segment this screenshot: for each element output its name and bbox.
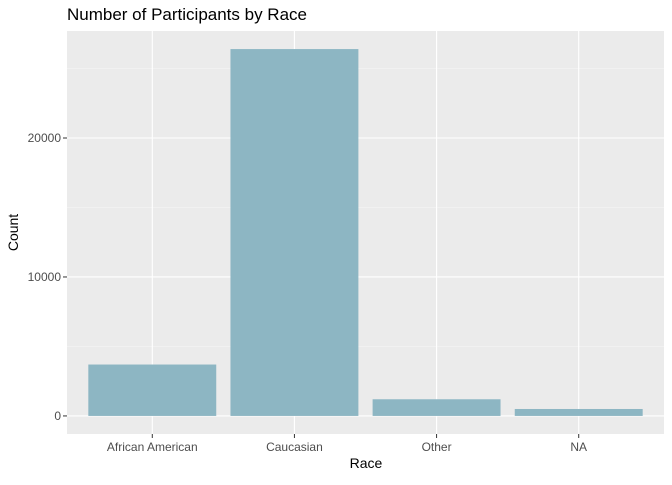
x-axis: African American Caucasian Other NA <box>107 434 587 454</box>
chart-title: Number of Participants by Race <box>67 5 307 24</box>
minor-gridlines <box>67 68 664 347</box>
bar-na <box>514 408 643 416</box>
y-tick-label: 10000 <box>28 270 62 284</box>
x-tick-label: Other <box>422 440 452 454</box>
bar-african-american <box>88 364 217 416</box>
x-tick-label: NA <box>570 440 587 454</box>
bar-caucasian <box>230 49 359 416</box>
x-axis-title: Race <box>350 455 383 471</box>
bars <box>88 49 643 416</box>
x-tick-label: African American <box>107 440 198 454</box>
y-tick-label: 20000 <box>28 131 62 145</box>
y-tick-label: 0 <box>54 409 61 423</box>
y-axis-title: Count <box>5 214 21 251</box>
x-tick-label: Caucasian <box>266 440 323 454</box>
bar-other <box>372 399 501 416</box>
y-axis: 0 10000 20000 <box>28 131 67 423</box>
